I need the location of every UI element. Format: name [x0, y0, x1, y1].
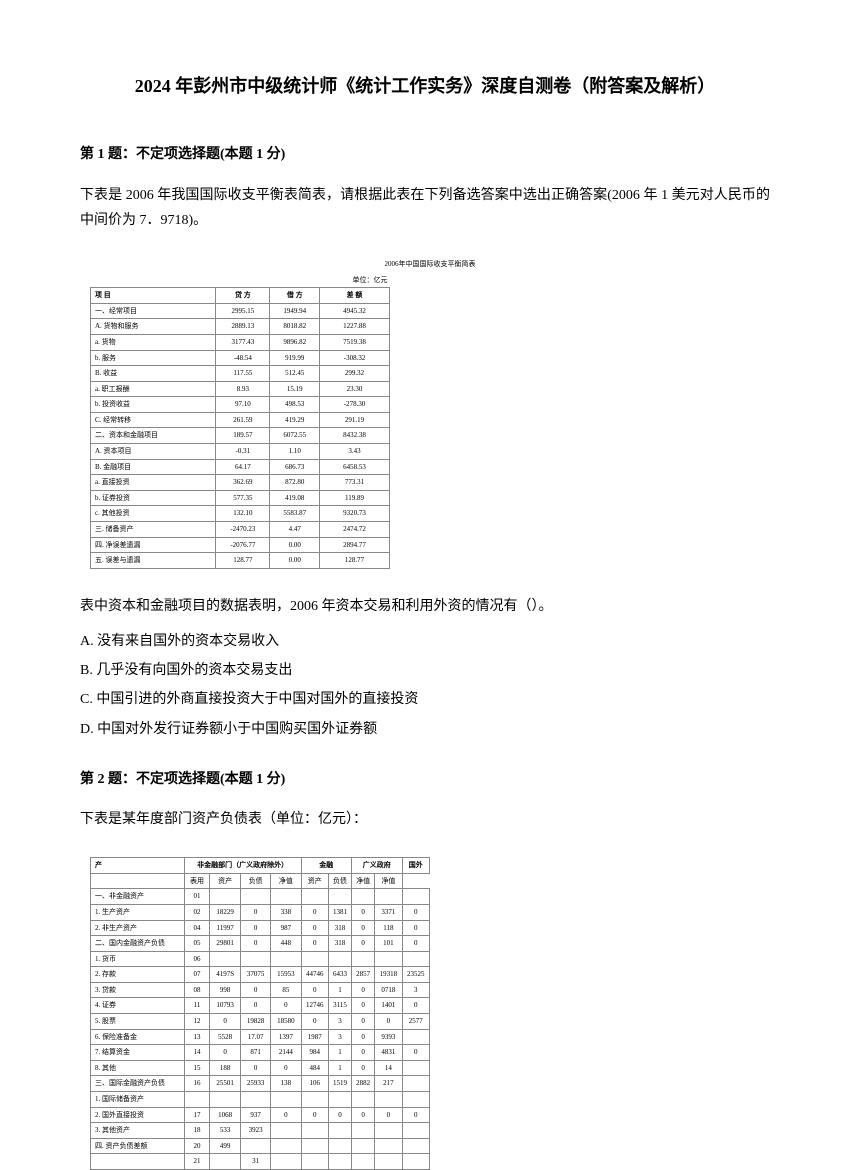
table-row: 2131 — [91, 1154, 430, 1170]
table-2-header-top: 产非金融部门（广义政府除外）金融广义政府国外 — [91, 858, 430, 874]
table-row: A. 资本项目-0.311.103.43 — [91, 444, 390, 460]
table-row: 3. 贷款0899808501007183 — [91, 982, 430, 998]
table-row: 8. 其他15188004841014 — [91, 1060, 430, 1076]
option-a: A. 没有来自国外的资本交易收入 — [80, 629, 770, 654]
table-row: 2. 非生产资产04119970987031801180 — [91, 920, 430, 936]
table-row: 6. 保险准备金13552817.0713971987309393 — [91, 1029, 430, 1045]
table-1-unit: 单位：亿元 — [320, 273, 390, 288]
table-row: 三、国际金融资产负债16255012593313810615192882217 — [91, 1076, 430, 1092]
table-row: 3. 其他资产185333923 — [91, 1123, 430, 1139]
table-row: 一、经常项目2995.151949.944945.32 — [91, 303, 390, 319]
table-row: b. 证券投资577.35419.08119.89 — [91, 490, 390, 506]
table-row: 四. 净误差遗漏-2076.770.002894.77 — [91, 537, 390, 553]
option-b: B. 几乎没有向国外的资本交易支出 — [80, 658, 770, 683]
table-1-header-row: 项 目贷 方借 方差 额 — [91, 288, 390, 304]
table-row: 1. 货币06 — [91, 951, 430, 967]
table-row: c. 其他投资132.105583.879320.73 — [91, 506, 390, 522]
table-row: 二、资本和金融项目189.576072.558432.38 — [91, 428, 390, 444]
question-1-prompt: 表中资本和金融项目的数据表明，2006 年资本交易和利用外资的情况有（）。 — [80, 594, 770, 619]
option-d: D. 中国对外发行证券额小于中国购买国外证券额 — [80, 717, 770, 742]
table-row: b. 投资收益97.10498.53-278.30 — [91, 397, 390, 413]
question-1-header: 第 1 题：不定项选择题(本题 1 分) — [80, 142, 770, 167]
table-row: C. 经常转移261.59419.29291.19 — [91, 412, 390, 428]
table-row: 二、国内金融资产负债05298010448031801010 — [91, 936, 430, 952]
question-2-intro: 下表是某年度部门资产负债表（单位：亿元）： — [80, 807, 770, 832]
balance-table: 单位：亿元 项 目贷 方借 方差 额 一、经常项目2995.151949.944… — [90, 273, 390, 569]
table-row: 1. 国际储备资产 — [91, 1092, 430, 1108]
table-2-wrapper: 产非金融部门（广义政府除外）金融广义政府国外 表用资产负债净值资产负债净值净值 … — [90, 857, 770, 1170]
table-row: 1. 生产资产0218229033801381033710 — [91, 904, 430, 920]
question-2-header: 第 2 题：不定项选择题(本题 1 分) — [80, 767, 770, 792]
document-title: 2024 年彭州市中级统计师《统计工作实务》深度自测卷（附答案及解析） — [80, 70, 770, 102]
table-1-title: 2006年中国国际收支平衡简表 — [90, 258, 770, 271]
balance-sheet-table: 产非金融部门（广义政府除外）金融广义政府国外 表用资产负债净值资产负债净值净值 … — [90, 857, 430, 1170]
question-1-intro: 下表是 2006 年我国国际收支平衡表简表，请根据此表在下列备选答案中选出正确答… — [80, 183, 770, 233]
table-row: 四. 资产负债差额20499 — [91, 1138, 430, 1154]
table-row: 7. 结算资金14087121449841048310 — [91, 1045, 430, 1061]
table-row: A. 货物和服务2889.138018.821227.88 — [91, 319, 390, 335]
table-row: B. 收益117.55512.45299.32 — [91, 366, 390, 382]
table-1-wrapper: 2006年中国国际收支平衡简表 单位：亿元 项 目贷 方借 方差 额 一、经常项… — [90, 258, 770, 569]
table-row: 五. 误差与遗漏128.770.00128.77 — [91, 553, 390, 569]
table-row: 一、非金融资产01 — [91, 889, 430, 905]
table-row: 2. 国外直接投资171068937000000 — [91, 1107, 430, 1123]
table-row: 4. 证券111079300127463115014010 — [91, 998, 430, 1014]
table-row: 三. 储备资产-2470.234.472474.72 — [91, 522, 390, 538]
table-row: b. 服务-48.54919.99-308.32 — [91, 350, 390, 366]
table-row: a. 职工报酬8.9315.1923.30 — [91, 381, 390, 397]
table-row: 5. 股票120198281858003002577 — [91, 1014, 430, 1030]
table-row: a. 直接投资362.69872.80773.31 — [91, 475, 390, 491]
table-1-unit-row: 单位：亿元 — [91, 273, 390, 288]
option-c: C. 中国引进的外商直接投资大于中国对国外的直接投资 — [80, 687, 770, 712]
table-row: B. 金融项目64.17686.736458.53 — [91, 459, 390, 475]
table-2-header-row: 表用资产负债净值资产负债净值净值 — [91, 873, 430, 889]
table-row: a. 货物3177.439896.827519.38 — [91, 334, 390, 350]
table-row: 2. 存款074197S3707515953447466433285719318… — [91, 967, 430, 983]
